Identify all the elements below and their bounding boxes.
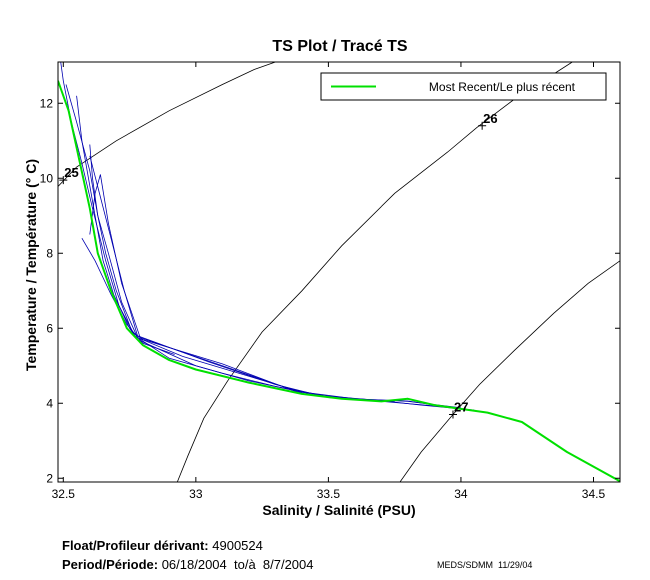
density-label-25: 25 [64, 165, 78, 180]
recent-profile-series [58, 80, 620, 482]
density-label-26: 26 [483, 111, 497, 126]
density-contour-27 [399, 260, 620, 482]
y-tick-label: 4 [46, 396, 53, 410]
density-contour-25 [58, 62, 276, 187]
y-tick-label: 12 [40, 96, 54, 110]
y-tick-label: 6 [46, 321, 53, 335]
chart-title: TS Plot / Tracé TS [272, 38, 407, 55]
y-axis-label: Temperature / Température (° C) [23, 159, 39, 371]
float-id: 4900524 [212, 538, 263, 553]
period-label: Period/Période: [62, 557, 159, 572]
x-tick-label: 34.5 [582, 487, 606, 501]
density-label-27: 27 [454, 400, 468, 415]
profile-series-7 [81, 237, 175, 355]
float-info: Float/Profileur dérivant: 4900524 [62, 538, 263, 553]
density-marker-26 [478, 121, 487, 130]
profile-series-5 [89, 155, 395, 402]
y-tick-label: 8 [46, 246, 53, 260]
density-contours [58, 62, 620, 482]
x-tick-label: 32.5 [52, 487, 76, 501]
recent-profile-line [58, 80, 620, 482]
x-tick-label: 34 [454, 487, 468, 501]
credit-text: MEDS/SDMM 11/29/04 [437, 560, 533, 570]
float-label: Float/Profileur dérivant: [62, 538, 209, 553]
density-labels: 25 26 27 [59, 111, 498, 419]
period-value: 06/18/2004 to/à 8/7/2004 [161, 557, 314, 572]
profile-series-4 [89, 144, 448, 408]
y-tick-label: 2 [46, 471, 53, 485]
profile-series-6 [89, 174, 355, 400]
x-tick-label: 33 [189, 487, 203, 501]
profile-series-1 [60, 62, 475, 411]
profile-series-3 [76, 95, 448, 408]
period-info: Period/Période: 06/18/2004 to/à 8/7/2004 [62, 557, 314, 572]
x-tick-label: 33.5 [317, 487, 341, 501]
legend: Most Recent/Le plus récent [320, 72, 607, 101]
axes: 32.5 33 33.5 34 34.5 2 4 6 8 10 12 [40, 62, 620, 501]
density-marker-27 [448, 410, 457, 419]
legend-label: Most Recent/Le plus récent [429, 80, 576, 94]
x-axis-label: Salinity / Salinité (PSU) [262, 502, 415, 518]
density-contour-26 [176, 62, 573, 482]
density-marker-25 [59, 176, 68, 185]
profile-series-2 [65, 84, 461, 409]
profile-lines [60, 62, 475, 411]
y-tick-label: 10 [40, 171, 54, 185]
plot-frame [57, 61, 621, 483]
